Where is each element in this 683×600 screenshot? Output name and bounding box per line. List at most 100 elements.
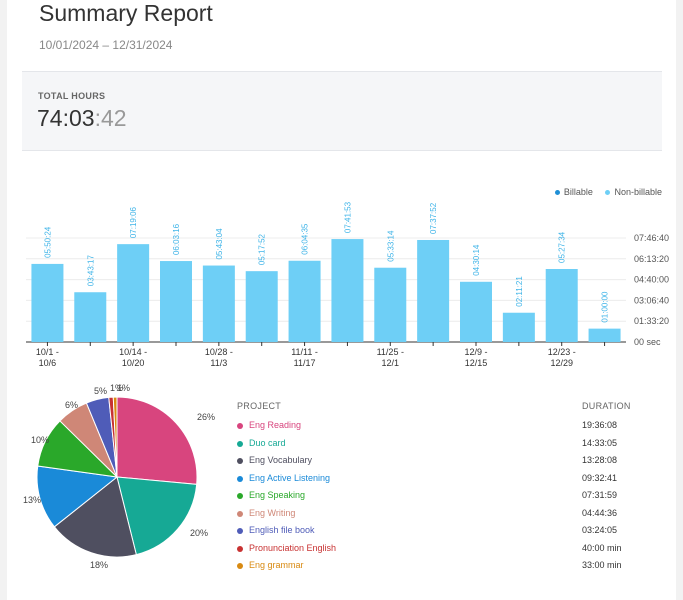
pie-percent-label: 5% [94, 386, 108, 396]
project-column-header: PROJECT [237, 401, 282, 411]
bar-value-label: 07:19:06 [129, 206, 138, 238]
x-tick-label: 12/23 - [548, 347, 576, 357]
project-duration: 07:31:59 [582, 490, 618, 500]
project-duration: 04:44:36 [582, 507, 618, 518]
project-name: Eng Vocabulary [249, 455, 313, 465]
report-card: Summary Report 10/01/2024 – 12/31/2024 T… [7, 0, 676, 600]
legend-billable[interactable]: Billable [554, 187, 593, 197]
chart-bar[interactable] [545, 268, 578, 342]
chart-bar[interactable] [74, 292, 107, 342]
total-hours-panel: TOTAL HOURS 74:03:42 [22, 71, 662, 151]
x-tick-label: 10/14 - [119, 347, 147, 357]
chart-bar[interactable] [245, 271, 278, 342]
bar-value-label: 05:17:52 [258, 233, 267, 265]
chart-bar[interactable] [502, 312, 535, 342]
project-name: Eng Reading [249, 420, 302, 430]
pie-percent-label: 18% [90, 560, 109, 570]
project-duration: 09:32:41 [582, 472, 618, 483]
project-color-dot-icon [237, 563, 243, 569]
duration-column-header: DURATION [582, 401, 631, 411]
pie-slice[interactable] [116, 396, 198, 485]
project-color-dot-icon [237, 545, 243, 552]
legend-nonbillable[interactable]: Non-billable [605, 187, 662, 197]
chart-bar[interactable] [460, 281, 492, 342]
chart-bar[interactable] [202, 265, 235, 342]
chart-bar[interactable] [31, 263, 64, 342]
project-color-dot-icon [237, 493, 243, 499]
project-color-dot-icon [237, 475, 243, 482]
project-color-dot-icon [237, 440, 243, 447]
project-color-dot-icon [237, 458, 243, 464]
project-duration: 03:24:05 [582, 525, 618, 535]
pie-slice[interactable] [53, 476, 137, 558]
total-hours-value: 74:03:42 [37, 105, 127, 132]
project-row[interactable]: Eng Writing 04:44:36 [237, 508, 637, 522]
project-row[interactable]: Duo card 14:33:05 [237, 438, 637, 452]
pie-slice[interactable] [112, 396, 118, 478]
chart-bar[interactable] [374, 267, 407, 342]
x-tick-label: 12/1 [382, 358, 400, 368]
y-tick-label: 01:33:20 [634, 316, 669, 326]
project-row[interactable]: Eng Reading 19:36:08 [237, 420, 637, 434]
x-tick-label: 11/17 [294, 358, 316, 368]
pie-percent-label: 26% [197, 412, 216, 422]
bar-value-label: 05:43:04 [215, 228, 224, 260]
pie-slice[interactable] [36, 465, 119, 528]
y-tick-label: 00 sec [634, 337, 661, 347]
total-hours-seconds: :42 [94, 105, 127, 131]
chart-bar[interactable] [288, 260, 321, 342]
project-row[interactable]: Eng grammar 33:00 min [237, 560, 637, 574]
chart-bar[interactable] [117, 244, 150, 342]
bar-value-label: 06:03:16 [172, 223, 181, 255]
project-name: Duo card [249, 437, 286, 448]
project-row[interactable]: Pronunciation English 40:00 min [237, 543, 637, 557]
project-duration: 13:28:08 [582, 455, 618, 465]
y-tick-label: 03:06:40 [634, 295, 669, 305]
x-tick-label: 11/11 - [291, 347, 318, 357]
total-hours-label: TOTAL HOURS [38, 91, 106, 101]
chart-bar[interactable] [588, 328, 621, 342]
project-duration: 14:33:05 [582, 437, 618, 448]
x-tick-label: 10/20 [122, 358, 145, 368]
chart-bar[interactable] [417, 239, 450, 342]
legend-billable-label: Billable [563, 187, 593, 197]
x-tick-label: 12/29 [550, 358, 573, 368]
pie-percent-label: 6% [65, 400, 79, 410]
bar-value-label: 05:27:34 [558, 231, 567, 263]
pie-percent-label: 13% [23, 495, 42, 505]
chart-bar[interactable] [331, 239, 364, 342]
bar-value-label: 02:11:21 [515, 276, 524, 307]
x-tick-label: 10/1 - [36, 347, 59, 357]
pie-slice[interactable] [116, 476, 198, 556]
bar-value-label: 06:04:35 [301, 223, 310, 255]
project-row[interactable]: Eng Speaking 07:31:59 [237, 490, 637, 504]
x-tick-label: 11/3 [210, 358, 227, 368]
project-row[interactable]: Eng Active Listening 09:32:41 [237, 473, 637, 487]
y-tick-label: 04:40:00 [634, 275, 669, 285]
pie-percent-label: 1% [117, 383, 131, 393]
bar-value-label: 01:00:00 [601, 291, 610, 323]
x-tick-label: 12/15 [465, 358, 488, 368]
project-color-dot-icon [237, 510, 243, 517]
chart-bar[interactable] [160, 261, 192, 342]
x-tick-label: 10/28 - [205, 347, 233, 357]
project-duration: 19:36:08 [582, 420, 618, 430]
project-name: Pronunciation English [249, 542, 337, 553]
y-tick-label: 06:13:20 [634, 254, 669, 264]
page-title: Summary Report [39, 0, 213, 26]
bar-value-label: 03:43:17 [86, 255, 95, 287]
billable-dot-icon [554, 190, 560, 196]
bar-value-label: 05:50:24 [43, 226, 52, 258]
project-duration: 40:00 min [582, 542, 622, 553]
project-name: English file book [249, 525, 315, 535]
bar-value-label: 07:37:52 [429, 202, 438, 234]
chart-legend: Billable Non-billable [554, 187, 662, 197]
date-range[interactable]: 10/01/2024 – 12/31/2024 [39, 38, 173, 52]
project-row[interactable]: Eng Vocabulary 13:28:08 [237, 455, 637, 469]
project-pie-chart [36, 396, 198, 558]
project-row[interactable]: English file book 03:24:05 [237, 525, 637, 539]
project-color-dot-icon [237, 423, 243, 429]
weekly-bar-chart: 07:46:40 06:13:20 04:40:00 03:06:40 01:33:20… [26, 201, 669, 368]
project-name: Eng Active Listening [249, 472, 331, 483]
project-name: Eng Writing [249, 507, 296, 518]
